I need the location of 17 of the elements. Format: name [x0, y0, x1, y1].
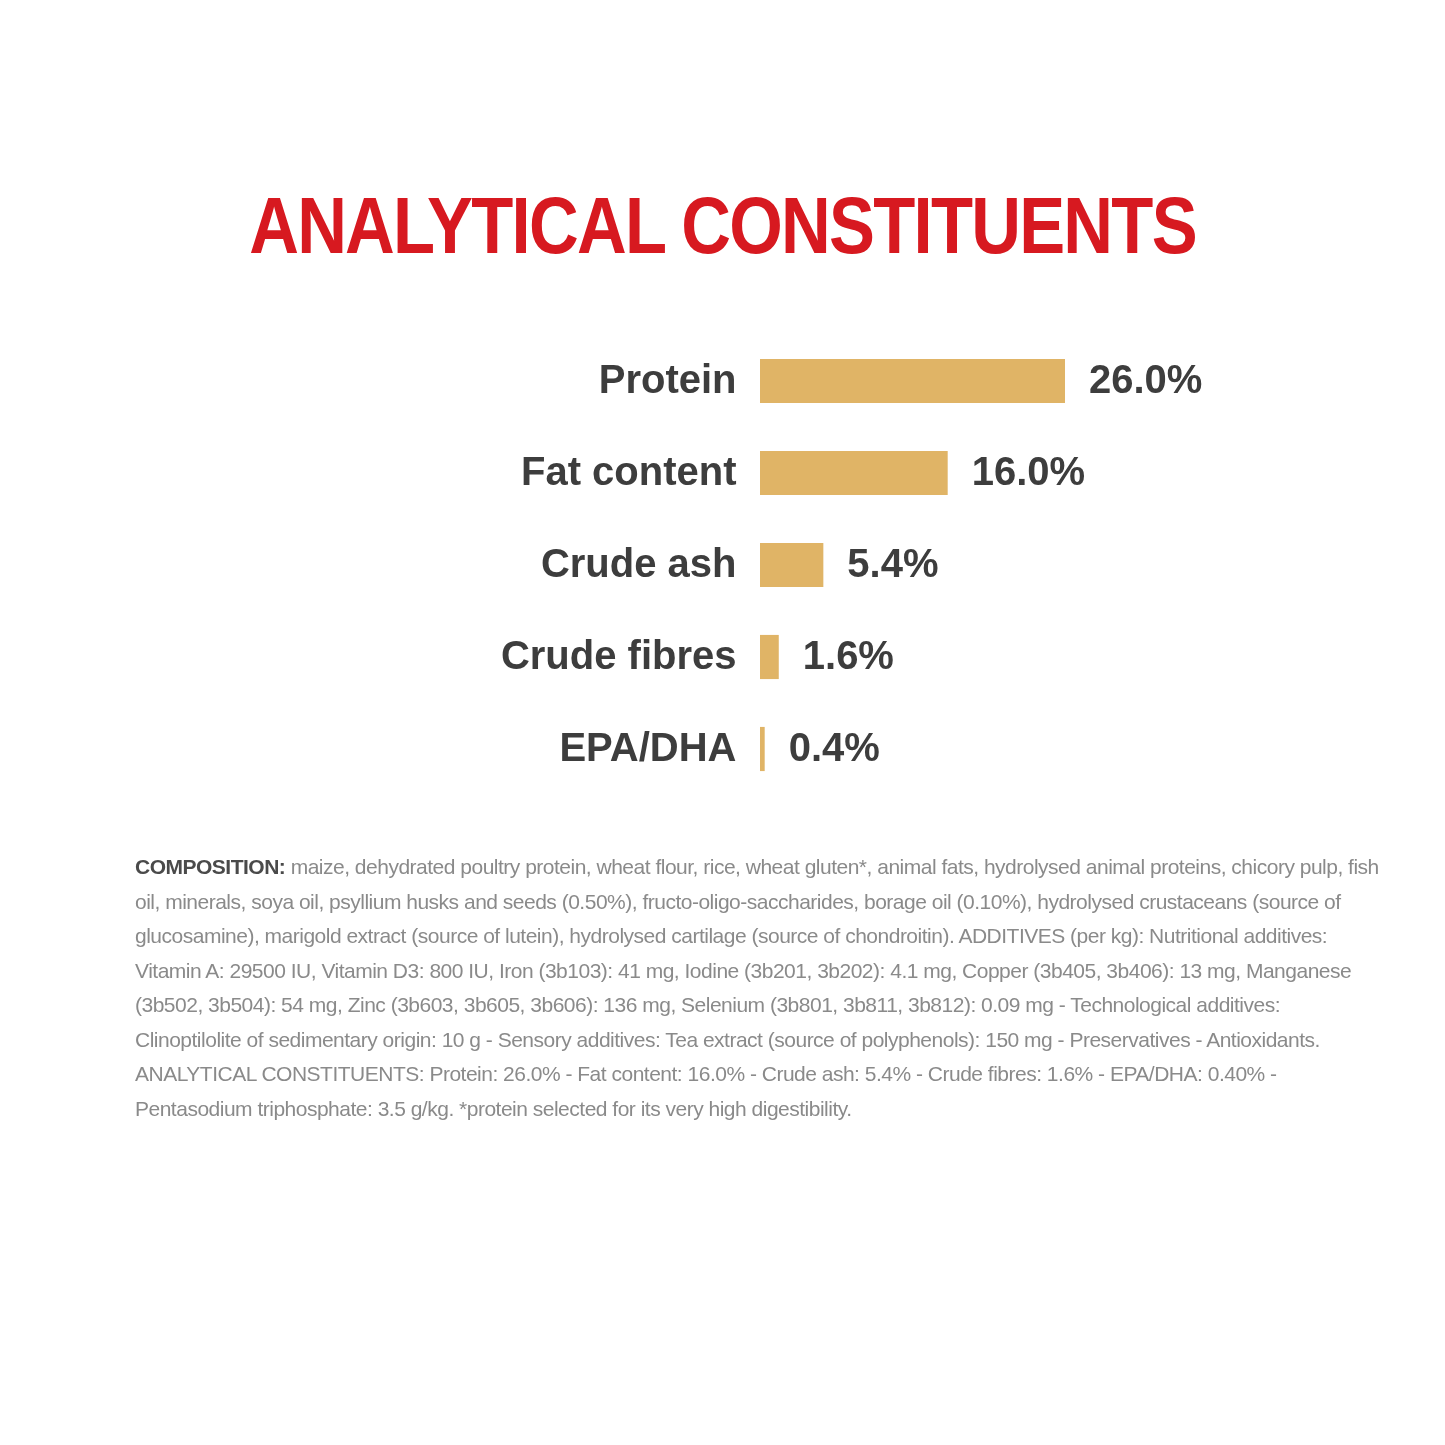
y-tick-label: Protein [598, 357, 737, 401]
y-tick-label: EPA/DHA [559, 725, 737, 769]
data-label: 0.4% [788, 725, 880, 769]
data-label: 26.0% [1089, 357, 1203, 401]
y-tick-label: Crude ash [540, 541, 737, 585]
bar [760, 450, 948, 496]
bar [760, 634, 779, 680]
y-tick-label: Crude fibres [500, 633, 737, 677]
text: COMPOSITION: maize, dehydrated poultry protein, wheat flour, rice, wheat gluten*, animal fats, hydrolysed animal proteins, chicory pulp, fish oil, minerals, soya oil, psyllium husks and seeds (0.50%), fructo-oligo-saccharides, borage oil (0.10%), hydrolysed crustaceans (source of glucosamine), marigold extract (source of lutein), hydrolysed cartilage (source of chondroitin). ADDITIVES (per kg): Nutritional additives: Vitamin A: 29500 IU, Vitamin D3: 800 IU, Iron (3b103): 41 mg, Iodine (3b201, 3b202): 4.1 mg, Copper (3b405, 3b406): 13 mg, Manganese (3b502, 3b504): 54 mg, Zinc (3b603, 3b605, 3b606): 136 mg, Selenium (3b801, 3b811, 3b812): 0.09 mg - Technological additives: Clinoptilolite of sedimentary origin: 10 g - Sensory additives: Tea extract (source of polyphenols): 150 mg - Preservatives - Antioxidants. ANALYTICAL CONSTITUENTS: Protein: 26.0% - Fat content: 16.0% - Crude ash: 5.4% - Crude fibres: 1.6% - EPA/DHA: 0.40% - Pentasodium triphosphate: 3.5 g/kg. *protein selected for its very high digestibility. [135, 855, 1379, 1120]
data-label: 16.0% [971, 449, 1086, 493]
chart-title: ANALYTICAL CONSTITUENTS [248, 180, 1197, 272]
bar [760, 542, 824, 588]
bar [760, 726, 765, 772]
data-label: 5.4% [847, 541, 939, 585]
bar [760, 358, 1065, 404]
data-label: 1.6% [802, 633, 894, 677]
y-tick-label: Fat content [520, 449, 737, 493]
